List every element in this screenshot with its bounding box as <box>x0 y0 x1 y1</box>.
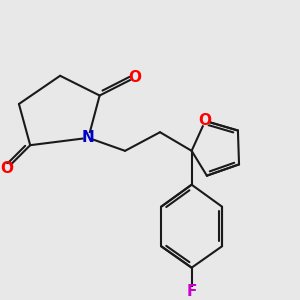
Text: F: F <box>186 284 197 299</box>
Text: O: O <box>199 113 212 128</box>
Text: O: O <box>129 70 142 85</box>
Circle shape <box>131 73 140 82</box>
Circle shape <box>188 288 196 296</box>
Circle shape <box>84 134 93 142</box>
Text: O: O <box>0 161 13 176</box>
Circle shape <box>201 117 209 125</box>
Text: N: N <box>82 130 95 146</box>
Circle shape <box>2 165 11 173</box>
